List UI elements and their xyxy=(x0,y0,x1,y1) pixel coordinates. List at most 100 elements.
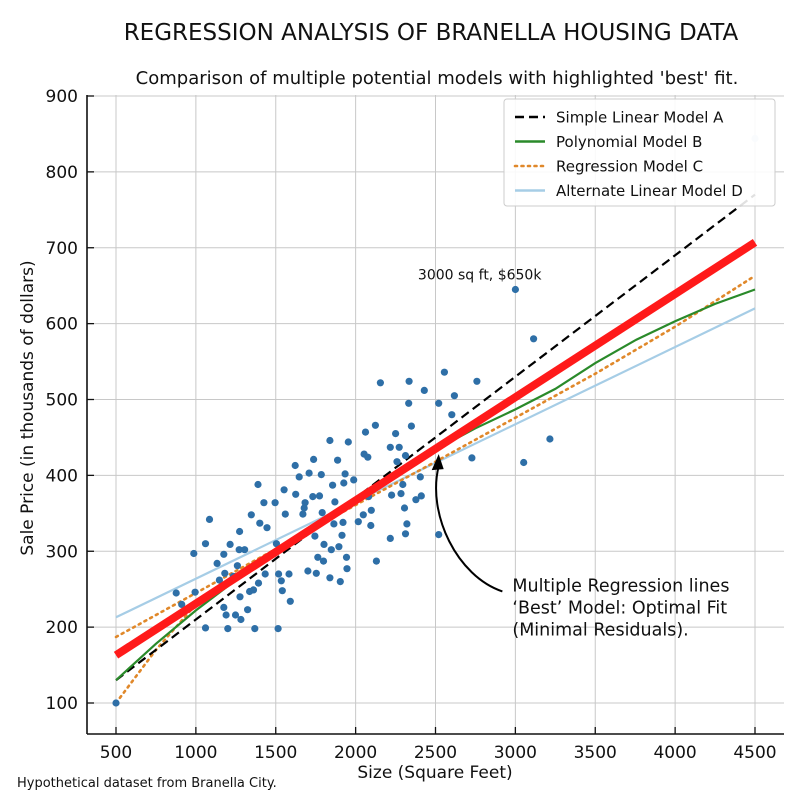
data-point xyxy=(320,540,328,549)
data-point xyxy=(241,546,249,554)
x-tick-label: 2500 xyxy=(414,743,457,763)
data-point xyxy=(342,553,351,561)
callout-text-line: Multiple Regression lines xyxy=(512,576,729,596)
callout-arrow xyxy=(435,465,503,593)
data-point xyxy=(367,521,375,530)
legend-label: Polynomial Model B xyxy=(556,133,702,151)
x-axis-label: Size (Square Feet) xyxy=(357,763,512,783)
data-point xyxy=(440,368,448,376)
data-point xyxy=(205,515,214,524)
data-point xyxy=(405,399,413,407)
x-tick-label: 4000 xyxy=(653,743,696,763)
data-point xyxy=(280,486,288,494)
data-point xyxy=(386,534,394,543)
data-point xyxy=(395,443,403,451)
data-point xyxy=(286,597,294,605)
data-point xyxy=(256,519,264,527)
legend-label: Regression Model C xyxy=(556,158,703,176)
annotation-layer: 3000 sq ft, $650k Multiple Regression li… xyxy=(418,268,730,641)
point-annotation-label: 3000 sq ft, $650k xyxy=(418,268,542,284)
data-point xyxy=(359,511,367,519)
data-point xyxy=(254,480,262,489)
x-tick-label: 2000 xyxy=(334,743,377,763)
data-point xyxy=(403,520,411,528)
data-point xyxy=(511,285,519,294)
data-point xyxy=(354,518,362,526)
data-point xyxy=(401,530,410,538)
x-ticks: 500 1000 1500 2000 2500 3000 3500 4000 4500 xyxy=(100,727,777,763)
y-tick-label: 700 xyxy=(46,239,78,259)
data-point xyxy=(386,443,394,451)
data-point xyxy=(112,699,120,707)
data-point xyxy=(236,527,244,536)
data-point xyxy=(371,421,379,429)
data-point xyxy=(201,624,210,632)
data-point xyxy=(330,520,338,528)
footnote: Hypothetical dataset from Branella City. xyxy=(17,776,277,791)
data-point xyxy=(222,611,230,619)
data-point xyxy=(520,458,528,467)
data-point xyxy=(314,553,322,561)
data-point xyxy=(331,498,339,506)
data-point xyxy=(417,492,425,500)
data-point xyxy=(220,603,228,612)
legend-label: Simple Linear Model A xyxy=(556,109,724,127)
data-point xyxy=(435,531,443,539)
data-point xyxy=(247,511,255,519)
data-point xyxy=(249,586,258,594)
x-tick-label: 3500 xyxy=(574,743,617,763)
y-tick-label: 800 xyxy=(46,163,78,183)
data-point xyxy=(335,543,343,551)
data-point xyxy=(319,557,328,565)
data-point xyxy=(275,570,283,578)
series-line-simple-linear-model-a xyxy=(115,193,756,682)
data-point xyxy=(327,546,335,554)
data-point xyxy=(299,510,307,518)
data-point xyxy=(400,504,409,512)
data-point xyxy=(344,438,352,446)
chart-title: REGRESSION ANALYSIS OF BRANELLA HOUSING … xyxy=(124,20,739,46)
data-point xyxy=(338,531,346,539)
plot-area: 3000 sq ft, $650k Multiple Regression li… xyxy=(87,95,784,734)
data-point xyxy=(350,476,358,484)
y-tick-label: 400 xyxy=(46,466,78,486)
data-point xyxy=(277,577,285,585)
legend-item-regression-model-c: Regression Model C xyxy=(513,158,703,176)
data-point xyxy=(226,540,234,549)
data-point xyxy=(468,454,476,462)
data-point xyxy=(334,456,342,464)
legend: Simple Linear Model A Polynomial Model B R… xyxy=(503,98,776,207)
data-point xyxy=(393,458,401,466)
best-fit-layer xyxy=(113,239,758,659)
data-point xyxy=(235,546,243,554)
data-point xyxy=(305,469,313,477)
data-point xyxy=(311,532,319,540)
data-point xyxy=(388,491,396,499)
data-point xyxy=(376,379,384,387)
data-point xyxy=(339,518,347,527)
data-point xyxy=(281,510,289,518)
x-tick-label: 4500 xyxy=(733,743,776,763)
data-point xyxy=(361,428,370,436)
data-point xyxy=(301,499,309,507)
data-point xyxy=(372,557,380,565)
data-point xyxy=(329,481,337,489)
data-point xyxy=(274,625,282,633)
data-point xyxy=(304,567,312,575)
data-point xyxy=(221,569,229,577)
x-tick-label: 500 xyxy=(100,743,132,763)
data-point xyxy=(340,479,348,487)
data-point xyxy=(244,606,252,614)
data-point xyxy=(407,422,415,430)
data-point xyxy=(261,570,269,578)
data-point xyxy=(191,588,199,596)
data-point xyxy=(343,565,351,573)
data-point xyxy=(397,490,405,498)
data-point xyxy=(405,377,413,385)
data-point xyxy=(201,540,210,548)
data-point xyxy=(271,499,279,507)
y-tick-label: 200 xyxy=(46,618,78,638)
callout-text-line: ‘Best’ Model: Optimal Fit xyxy=(512,598,727,618)
data-point xyxy=(292,490,300,498)
